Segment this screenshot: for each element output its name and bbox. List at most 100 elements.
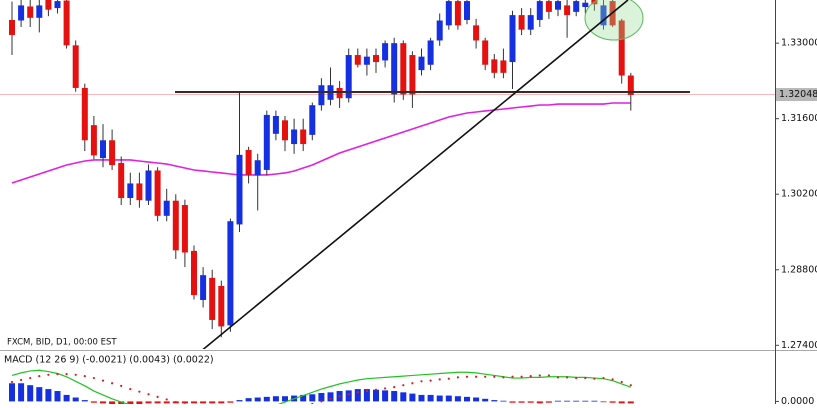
- signal-point: [593, 378, 595, 380]
- signal-point: [147, 393, 149, 395]
- candle-body: [273, 116, 279, 134]
- candle-body: [218, 286, 224, 326]
- histogram-bar: [18, 383, 24, 401]
- histogram-bar: [537, 401, 543, 403]
- histogram-bar: [64, 395, 70, 401]
- candle-body: [173, 201, 179, 251]
- candle-body: [64, 1, 70, 46]
- candle-body: [91, 125, 97, 155]
- candle-body: [582, 3, 588, 7]
- candle-body: [55, 1, 61, 8]
- histogram-bar: [36, 387, 42, 401]
- candle-body: [109, 140, 115, 165]
- signal-point: [357, 391, 359, 393]
- candle-body: [136, 183, 142, 200]
- signal-point: [93, 377, 95, 379]
- candle-body: [409, 55, 415, 94]
- signal-point: [521, 376, 523, 378]
- candle-body: [337, 88, 343, 98]
- candle-body: [227, 221, 233, 325]
- histogram-bar: [328, 392, 334, 401]
- signal-point: [20, 379, 22, 381]
- histogram-bar: [209, 401, 215, 403]
- signal-point: [493, 376, 495, 378]
- signal-point: [566, 376, 568, 378]
- signal-point: [56, 373, 58, 375]
- signal-point: [175, 401, 177, 403]
- histogram-bar: [610, 401, 616, 402]
- histogram-bar: [582, 401, 588, 402]
- signal-point: [166, 398, 168, 400]
- histogram-bar: [619, 401, 625, 403]
- candle-body: [73, 45, 79, 88]
- histogram-bar: [437, 396, 443, 402]
- histogram-bar: [282, 396, 288, 401]
- candle-body: [428, 40, 434, 64]
- histogram-bar: [45, 389, 51, 401]
- signal-point: [466, 376, 468, 378]
- histogram-bar: [182, 401, 188, 403]
- histogram-bar: [391, 391, 397, 401]
- histogram-bar: [227, 401, 233, 402]
- signal-point: [120, 385, 122, 387]
- y-tick-label: 1.33000: [781, 38, 817, 49]
- signal-point: [502, 376, 504, 378]
- candle-body: [82, 88, 88, 140]
- histogram-bar: [218, 401, 224, 403]
- candle-body: [364, 57, 370, 65]
- signal-point: [339, 395, 341, 397]
- histogram-bar: [255, 398, 261, 402]
- candle-body: [191, 251, 197, 295]
- signal-point: [66, 373, 68, 375]
- histogram-bar: [27, 385, 33, 401]
- current-price-label: 1.32048: [779, 89, 817, 100]
- histogram-bar: [546, 401, 552, 402]
- highlight-circle: [585, 0, 643, 40]
- candle-body: [446, 1, 452, 25]
- candle-body: [391, 43, 397, 94]
- signal-point: [439, 378, 441, 380]
- signal-point: [420, 380, 422, 382]
- histogram-bar: [628, 401, 634, 403]
- signal-point: [348, 393, 350, 395]
- chart-subtitle: FXCM, BID, D1, 00:00 EST: [7, 338, 117, 348]
- signal-point: [102, 380, 104, 382]
- signal-point: [612, 378, 614, 380]
- histogram-bar: [100, 401, 106, 403]
- candle-body: [209, 278, 215, 320]
- histogram-bar: [564, 401, 570, 402]
- histogram-bar: [191, 401, 197, 403]
- histogram-bar: [73, 398, 79, 402]
- candle-body: [182, 205, 188, 252]
- signal-point: [430, 380, 432, 382]
- signal-point: [38, 375, 40, 377]
- candle-body: [355, 55, 361, 65]
- histogram-bar: [400, 392, 406, 401]
- histogram-bar: [155, 401, 161, 403]
- macd-title: MACD (12 26 9) (-0.0021) (0.0043) (0.002…: [4, 355, 214, 366]
- histogram-bar: [473, 398, 479, 402]
- y-tick-label: 1.27400: [781, 340, 817, 351]
- candle-body: [373, 55, 379, 62]
- candle-body: [9, 20, 15, 35]
- candle-body: [45, 0, 51, 10]
- candle-body: [146, 170, 152, 200]
- signal-point: [393, 386, 395, 388]
- signal-point: [548, 374, 550, 376]
- signal-point: [448, 378, 450, 380]
- candle-body: [482, 40, 488, 64]
- signal-point: [575, 377, 577, 379]
- signal-point: [557, 376, 559, 378]
- histogram-bar: [382, 390, 388, 401]
- candle-body: [419, 57, 425, 70]
- signal-point: [320, 400, 322, 402]
- candle-body: [264, 115, 270, 170]
- histogram-bar: [519, 401, 525, 402]
- signal-point: [47, 374, 49, 376]
- y-tick-label: 0.0000: [781, 396, 814, 404]
- signal-point: [366, 390, 368, 392]
- histogram-bar: [237, 400, 243, 401]
- candle-body: [255, 160, 261, 175]
